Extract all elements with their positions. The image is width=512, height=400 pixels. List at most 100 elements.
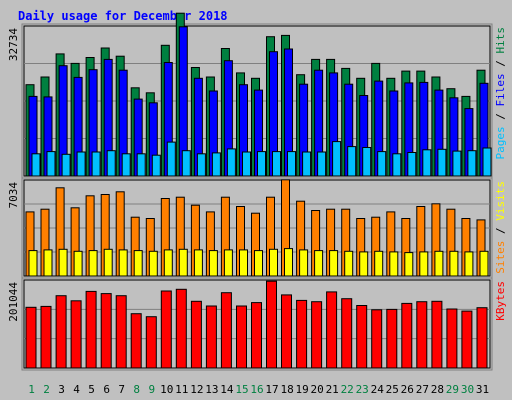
bar-kbytes-day-17 <box>266 280 277 369</box>
bar-visits-day-12 <box>193 249 203 277</box>
bar-kbytes-day-22 <box>341 298 353 369</box>
legend-part: Pages <box>494 126 507 159</box>
x-tick-label: 30 <box>461 383 474 396</box>
x-tick-label: 6 <box>103 383 110 396</box>
x-tick-label: 16 <box>250 383 263 396</box>
legend-part: Hits <box>494 27 507 54</box>
bar-pages-day-5 <box>91 151 101 177</box>
bar-visits-day-27 <box>419 251 429 277</box>
bar-pages-day-21 <box>332 141 342 177</box>
legend-label: KBytes <box>494 281 507 321</box>
bar-kbytes-day-6 <box>100 293 112 369</box>
chart-panels: 32734 Pages / Files / Hits 7034 Sites / Vis… <box>7 12 507 371</box>
bar-visits-day-5 <box>88 250 98 277</box>
legend-label: Sites / Visits <box>494 181 507 274</box>
bar-visits-day-24 <box>374 250 384 277</box>
x-tick-label: 12 <box>190 383 203 396</box>
x-tick-label: 9 <box>148 383 155 396</box>
legend-label: Pages / Files / Hits <box>494 27 507 160</box>
x-tick-label: 26 <box>401 383 414 396</box>
bar-visits-day-19 <box>299 249 309 277</box>
bar-kbytes-day-26 <box>401 302 413 369</box>
bar-visits-day-29 <box>449 250 459 277</box>
x-axis-tick-labels: 1 2 3 4 5 6 7 8 9 10 11 12 13 14 15 16 17 18 19 20 21 22 23 24 2… <box>28 383 489 396</box>
x-tick-label: 28 <box>431 383 444 396</box>
y-axis-max-label: 32734 <box>7 28 20 61</box>
bar-visits-day-2 <box>43 249 53 277</box>
bar-visits-day-10 <box>163 249 173 277</box>
x-tick-label: 8 <box>133 383 140 396</box>
x-tick-label: 23 <box>356 383 369 396</box>
legend-part: KBytes <box>494 281 507 321</box>
bar-kbytes-day-3 <box>55 295 67 369</box>
bar-visits-day-28 <box>434 250 444 277</box>
x-tick-label: 10 <box>160 383 173 396</box>
bar-pages-day-7 <box>121 153 131 177</box>
bar-pages-day-18 <box>287 151 296 177</box>
x-tick-label: 5 <box>88 383 95 396</box>
bar-kbytes-day-4 <box>70 300 82 369</box>
bar-visits-day-30 <box>464 251 474 277</box>
x-tick-label: 3 <box>58 383 65 396</box>
x-tick-label: 17 <box>265 383 278 396</box>
bar-pages-day-12 <box>196 153 206 177</box>
bar-visits-day-23 <box>359 251 369 277</box>
bar-visits-day-17 <box>269 248 278 277</box>
bar-pages-day-4 <box>76 151 86 177</box>
bar-kbytes-day-10 <box>160 290 172 369</box>
bar-kbytes-day-31 <box>476 307 488 369</box>
bar-kbytes-day-19 <box>296 299 308 369</box>
bar-pages-day-29 <box>452 150 462 177</box>
hits-panel: 32734 Pages / Files / Hits <box>7 12 507 179</box>
bar-pages-day-1 <box>31 153 41 177</box>
x-tick-label: 4 <box>73 383 80 396</box>
x-tick-label: 24 <box>371 383 385 396</box>
bar-kbytes-day-27 <box>416 301 428 369</box>
bar-visits-day-31 <box>479 250 489 277</box>
bar-visits-day-25 <box>389 251 399 277</box>
y-axis-max-label: 7034 <box>7 182 20 209</box>
bar-pages-day-14 <box>226 148 236 177</box>
legend-part: / <box>494 54 507 74</box>
bar-pages-day-31 <box>482 147 492 177</box>
kbytes-panel: 201044 KBytes <box>7 277 507 371</box>
legend-part: Files <box>494 73 507 106</box>
x-tick-label: 15 <box>235 383 248 396</box>
x-tick-label: 13 <box>205 383 218 396</box>
bar-pages-day-13 <box>211 152 221 177</box>
bar-visits-day-26 <box>404 252 414 277</box>
bar-pages-day-25 <box>392 153 402 177</box>
bar-kbytes-day-5 <box>85 290 97 369</box>
bar-kbytes-day-29 <box>446 308 458 369</box>
x-tick-label: 20 <box>310 383 323 396</box>
bar-kbytes-day-18 <box>281 294 292 369</box>
bar-visits-day-4 <box>73 250 83 277</box>
bar-pages-day-23 <box>362 147 372 177</box>
x-tick-label: 29 <box>446 383 459 396</box>
bar-visits-day-9 <box>148 250 158 277</box>
bar-kbytes-day-25 <box>386 308 398 369</box>
x-tick-label: 31 <box>476 383 489 396</box>
y-axis-max-label: 201044 <box>7 282 20 322</box>
bar-pages-day-9 <box>151 154 161 177</box>
bar-kbytes-day-28 <box>431 300 443 369</box>
bar-kbytes-day-30 <box>461 310 473 369</box>
bar-pages-day-20 <box>317 151 327 177</box>
bar-pages-day-28 <box>437 148 447 177</box>
bar-kbytes-day-1 <box>25 306 37 369</box>
bar-visits-day-7 <box>118 249 128 277</box>
bar-visits-day-3 <box>58 248 68 277</box>
bar-visits-day-11 <box>178 248 188 277</box>
x-tick-label: 21 <box>326 383 339 396</box>
x-tick-label: 2 <box>43 383 50 396</box>
bar-kbytes-day-9 <box>145 316 157 369</box>
bar-pages-day-17 <box>272 151 281 177</box>
legend-part: Visits <box>494 181 507 221</box>
x-tick-label: 7 <box>118 383 125 396</box>
bar-kbytes-day-2 <box>40 305 52 369</box>
legend-part: / <box>494 107 507 127</box>
bar-visits-day-6 <box>103 248 113 277</box>
bar-kbytes-day-20 <box>311 301 323 369</box>
x-tick-label: 22 <box>341 383 354 396</box>
